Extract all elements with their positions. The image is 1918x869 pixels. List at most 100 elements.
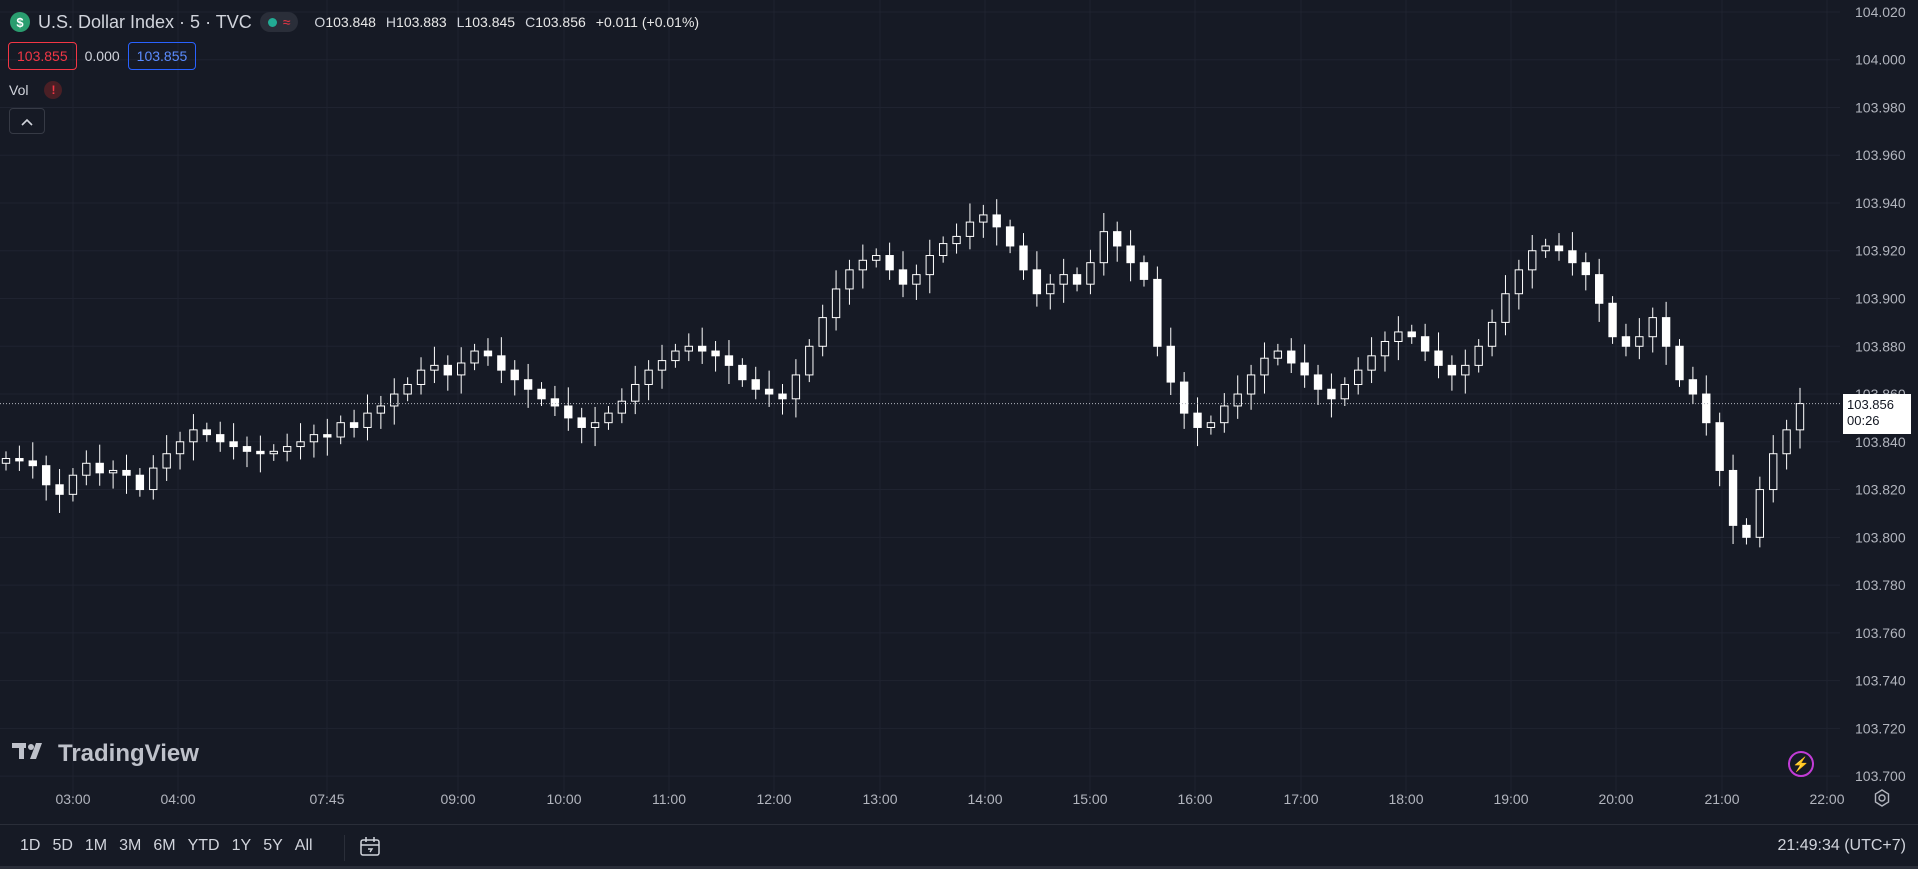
candle-body — [1059, 274, 1068, 285]
x-tick-label: 15:00 — [1072, 791, 1107, 807]
range-5y-button[interactable]: 5Y — [263, 837, 283, 854]
x-tick-label: 03:00 — [55, 791, 90, 807]
candle-body — [1153, 278, 1162, 347]
candle-body — [791, 374, 801, 400]
y-tick-label: 103.880 — [1855, 338, 1906, 354]
candle-body — [1742, 524, 1751, 538]
candle-body — [1528, 250, 1537, 271]
watermark-text: TradingView — [58, 740, 199, 767]
candle-body — [349, 422, 359, 428]
candle-body — [323, 434, 332, 438]
axis-settings-icon[interactable] — [1871, 787, 1893, 809]
candle-body — [1554, 245, 1564, 252]
candle-body — [992, 214, 1001, 228]
x-tick-label: 19:00 — [1493, 791, 1528, 807]
last-price-label: 103.856 00:26 — [1843, 393, 1911, 434]
candle-body — [1487, 321, 1497, 347]
candle-body — [1702, 393, 1711, 424]
range-ytd-button[interactable]: YTD — [187, 837, 220, 854]
dollar-icon[interactable]: $ — [10, 12, 30, 32]
candle-body — [1661, 317, 1671, 347]
candle-body — [1380, 340, 1390, 357]
candle-body — [1501, 293, 1510, 323]
candle-body — [1046, 283, 1055, 295]
y-tick-label: 103.760 — [1855, 625, 1906, 641]
candle-body — [1340, 383, 1349, 400]
candle-body — [229, 441, 238, 448]
lightning-icon[interactable]: ⚡ — [1788, 751, 1814, 777]
candle-body — [631, 383, 640, 402]
candle-body — [175, 441, 185, 455]
x-tick-label: 22:00 — [1809, 791, 1844, 807]
x-tick-label: 16:00 — [1177, 791, 1212, 807]
y-tick-label: 103.840 — [1855, 434, 1906, 450]
bar-countdown: 00:26 — [1847, 412, 1880, 428]
candle-body — [1608, 302, 1617, 338]
candle-body — [1728, 469, 1738, 526]
candle-body — [269, 450, 278, 455]
y-tick-label: 104.000 — [1855, 52, 1906, 68]
range-1d-button[interactable]: 1D — [20, 837, 41, 854]
candle-body — [644, 369, 653, 385]
y-tick-label: 103.900 — [1855, 291, 1906, 307]
candle-body — [256, 450, 265, 455]
candle-body — [1220, 405, 1229, 424]
candle-body — [28, 460, 37, 467]
candle-body — [1313, 374, 1323, 390]
market-status[interactable]: ≈ — [259, 12, 299, 32]
candle-body — [1474, 345, 1483, 366]
x-tick-label: 20:00 — [1598, 791, 1633, 807]
candle-body — [1769, 453, 1778, 491]
candle-body — [336, 422, 345, 438]
collapse-legend-button[interactable] — [9, 108, 45, 134]
candle-body — [189, 429, 198, 443]
trade-buttons: 103.855 0.000 103.855 — [8, 42, 197, 70]
candle-body — [390, 393, 399, 407]
price-axis[interactable]: 104.020 104.000 103.980 103.960 103.940 103.9… — [1855, 4, 1906, 784]
chevron-up-icon — [21, 113, 33, 129]
tradingview-watermark[interactable]: TradingView — [12, 740, 199, 768]
range-6m-button[interactable]: 6M — [153, 837, 176, 854]
candle-body — [457, 362, 466, 376]
timezone-clock[interactable]: 21:49:34 (UTC+7) — [1777, 837, 1906, 854]
buy-button[interactable]: 103.855 — [127, 42, 197, 70]
range-3m-button[interactable]: 3M — [119, 837, 142, 854]
tradingview-logo-icon — [12, 740, 50, 768]
candle-body — [1139, 262, 1149, 280]
candle-body — [805, 345, 814, 376]
y-tick-label: 103.800 — [1855, 529, 1906, 545]
candle-body — [1795, 403, 1805, 431]
candle-body — [483, 350, 493, 357]
candle-body — [82, 462, 91, 476]
candle-body — [858, 259, 868, 271]
candle-body — [1179, 381, 1189, 414]
range-1m-button[interactable]: 1M — [84, 837, 108, 854]
ohlc-change: +0.011 (+0.01%) — [595, 14, 700, 30]
candle-body — [430, 364, 439, 371]
sell-button[interactable]: 103.855 — [8, 42, 77, 70]
candle-body — [1260, 357, 1269, 376]
candle-body — [684, 345, 693, 352]
x-tick-label: 13:00 — [862, 791, 897, 807]
candle-body — [1541, 245, 1550, 252]
range-all-button[interactable]: All — [294, 837, 313, 854]
candle-body — [1782, 429, 1791, 455]
go-to-date-icon[interactable] — [358, 835, 384, 859]
candle-body — [41, 465, 51, 486]
time-axis[interactable]: 03:00 04:00 07:45 09:00 10:00 11:00 12:00 13:00… — [55, 791, 1844, 807]
x-tick-label: 18:00 — [1388, 791, 1423, 807]
x-tick-label: 10:00 — [546, 791, 581, 807]
candle-body — [1594, 274, 1604, 304]
symbol-title[interactable]: U.S. Dollar Index · 5 · TVC — [38, 11, 252, 32]
candle-body — [1367, 355, 1376, 371]
warning-icon[interactable]: ! — [44, 81, 63, 99]
candle-body — [979, 214, 988, 223]
candle-body — [965, 221, 975, 237]
range-5d-button[interactable]: 5D — [52, 837, 73, 854]
candle-body — [376, 405, 386, 414]
candle-series — [1, 199, 1805, 548]
range-1y-button[interactable]: 1Y — [231, 837, 252, 854]
volume-label[interactable]: Vol — [9, 82, 29, 98]
